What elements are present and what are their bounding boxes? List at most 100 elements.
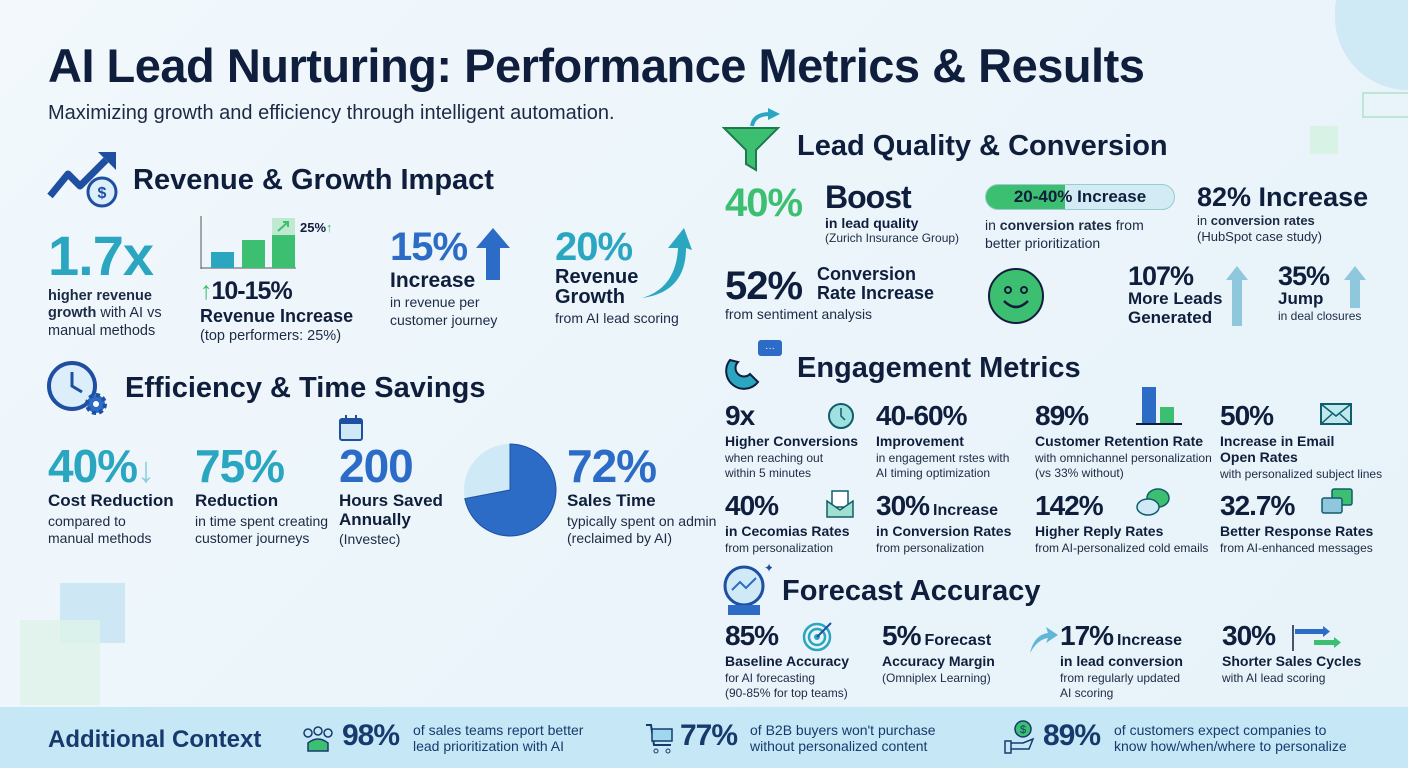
metric-card: 89% Customer Retention Rate with omnichann…	[1035, 402, 1212, 481]
text: conversion rates	[1210, 213, 1315, 228]
stat-value: 17% Increase	[1060, 622, 1183, 650]
stat-value: 89%	[1035, 402, 1212, 430]
stat-value: 40-60%	[876, 402, 1009, 430]
bar	[211, 252, 234, 268]
stat-label: Reduction	[195, 491, 279, 510]
pie-slice-admin	[464, 443, 557, 537]
stat-sub: in time spent creating	[195, 512, 329, 529]
down-arrow-icon: ↓	[137, 449, 155, 490]
hand-dollar-icon: $	[1004, 720, 1035, 754]
stat-value: 5% Forecast	[882, 622, 995, 650]
stat-label: in Cecomias Rates	[725, 523, 850, 539]
stat-label: Open Rates	[1220, 449, 1298, 466]
desc-line: higher revenue	[48, 288, 152, 304]
metric-card: 30% Shorter Sales Cycles with AI lead scor…	[1222, 622, 1361, 686]
value-text: 30%	[876, 490, 930, 521]
value-text: 9x	[725, 400, 755, 431]
curved-up-arrow-icon	[642, 228, 692, 298]
stat-more-leads: 107% More Leads Generated	[1128, 263, 1222, 327]
decor-square	[1310, 126, 1338, 154]
metric-card: 142% Higher Reply Rates from AI-personaliz…	[1035, 492, 1208, 556]
text: in	[1197, 213, 1211, 228]
stat-revenue-growth: 1.7x higher revenue growth with AI vs ma…	[48, 228, 162, 340]
stat-sub: (top performers: 25%)	[200, 327, 342, 344]
clock-icon	[828, 403, 854, 429]
metric-card: 40-60% Improvement in engagement rstes wit…	[876, 402, 1009, 481]
stat-value: 20%	[555, 225, 633, 269]
stat-sub: from AI lead scoring	[555, 310, 679, 326]
stat-label: Accuracy Margin	[882, 653, 995, 669]
stat-hubspot: 82% Increase in conversion rates (HubSpo…	[1197, 184, 1368, 246]
svg-text:···: ···	[765, 343, 775, 354]
section-heading-revenue: Revenue & Growth Impact	[133, 164, 494, 196]
value-text: 40%	[725, 490, 779, 521]
text: know how/when/where to personalize	[1114, 738, 1347, 755]
stat-label: Revenue	[555, 266, 639, 288]
stat-cost-reduction: 40%↓ Cost Reduction compared to manual m…	[48, 443, 174, 548]
value-text: 40%	[48, 440, 138, 492]
stat-sub: from personalization	[876, 541, 985, 556]
envelope-icon	[1320, 403, 1352, 425]
stat-sub: (vs 33% without)	[1035, 466, 1124, 481]
stat-value: 200	[339, 440, 414, 492]
bar-chart-icon	[200, 216, 296, 269]
pie-chart	[464, 443, 557, 537]
bar	[242, 240, 265, 268]
stat-revenue-growth-scoring: 20% Revenue Growth from AI lead scoring	[555, 227, 679, 328]
stat-value: 75%	[195, 440, 285, 492]
metric-card: 5% Forecast Accuracy Margin (Omniplex Learn…	[882, 622, 995, 686]
cart-icon	[646, 724, 673, 754]
section-heading-lead-quality: Lead Quality & Conversion	[797, 130, 1168, 162]
decor-circle	[1335, 0, 1408, 90]
metric-card: 30% Increase in Conversion Rates from perso…	[876, 492, 1011, 556]
stat-value: 1.7x	[48, 224, 154, 287]
stat-value: 52%	[725, 264, 803, 308]
stat-sub: for AI forecasting	[725, 671, 816, 686]
crystal-ball-icon: ✦	[723, 562, 772, 615]
stat-value: 9x	[725, 402, 858, 430]
stat-sub: from AI-personalized cold emails	[1035, 541, 1209, 556]
text: lead prioritization with AI	[413, 738, 564, 755]
stat-label: Higher Conversions	[725, 433, 859, 449]
context-value: 77%	[680, 719, 738, 752]
value-text: 17%	[1060, 620, 1114, 651]
stat-value: 107%	[1128, 261, 1194, 291]
stat-label: Increase in Email	[1220, 433, 1335, 449]
stat-sub: customer journeys	[195, 530, 310, 547]
stat-value: 30% Increase	[876, 492, 1011, 520]
stat-sub: AI scoring	[1060, 686, 1114, 701]
stat-sub: (reclaimed by AI)	[567, 530, 673, 547]
text: without personalized content	[750, 738, 928, 755]
stat-value: 72%	[567, 440, 657, 492]
text: conversion rates	[999, 217, 1112, 233]
value-text: 142%	[1035, 490, 1104, 521]
stat-label: More Leads	[1128, 289, 1223, 308]
section-heading-efficiency: Efficiency & Time Savings	[125, 372, 486, 404]
stat-label: in lead conversion	[1060, 653, 1183, 669]
value-text: 89%	[1035, 400, 1089, 431]
stat-value: 30%	[1222, 622, 1361, 650]
context-value: 89%	[1043, 719, 1101, 752]
value-text: 32.7%	[1220, 490, 1295, 521]
stat-value: 35%	[1278, 261, 1330, 291]
stat-label: Rate Increase	[817, 282, 935, 303]
svg-text:$: $	[98, 185, 107, 202]
text: from	[1111, 217, 1144, 233]
stat-sub: in deal closures	[1278, 308, 1362, 323]
stat-label: Increase	[390, 269, 476, 292]
desc-line: with AI vs	[96, 305, 162, 322]
stat-sub: from personalization	[725, 541, 834, 556]
value-text: 5%	[882, 620, 921, 651]
stat-sub: compared to	[48, 512, 126, 529]
stat-sub: customer journey	[390, 311, 498, 328]
stat-value: 82% Increase	[1197, 182, 1369, 212]
up-arrow-icon: ↑	[200, 277, 212, 305]
text: better prioritization	[985, 234, 1101, 251]
decor-square	[1362, 92, 1408, 118]
stat-sub: from regularly updated	[1060, 671, 1181, 686]
message-bubbles-icon	[1321, 488, 1353, 514]
stat-sub: typically spent on admin	[567, 512, 717, 529]
stat-label: Shorter Sales Cycles	[1222, 653, 1362, 669]
stat-value: 40%	[725, 492, 850, 520]
up-arrow-icon: ↑	[326, 220, 333, 235]
